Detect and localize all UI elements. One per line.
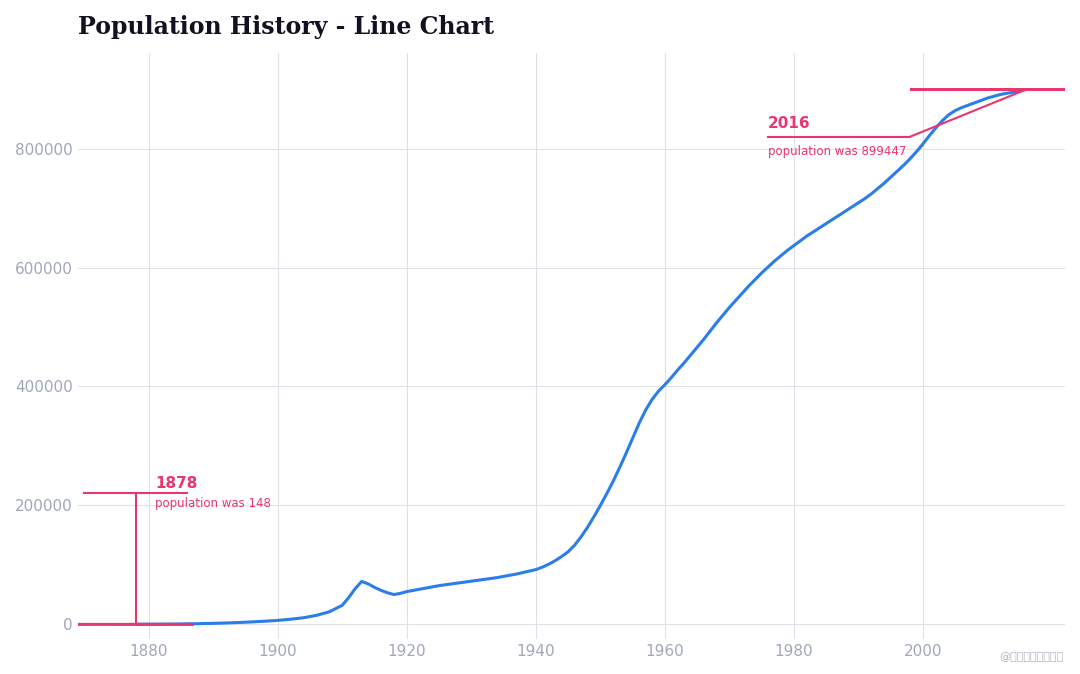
Text: population was 899447: population was 899447 — [768, 144, 906, 158]
Text: 1878: 1878 — [156, 476, 198, 491]
Text: population was 148: population was 148 — [156, 497, 271, 510]
Text: 2016: 2016 — [768, 116, 811, 131]
Text: @稻土掘金技术社区: @稻土掘金技术社区 — [1000, 652, 1064, 662]
Text: Population History - Line Chart: Population History - Line Chart — [78, 15, 494, 39]
